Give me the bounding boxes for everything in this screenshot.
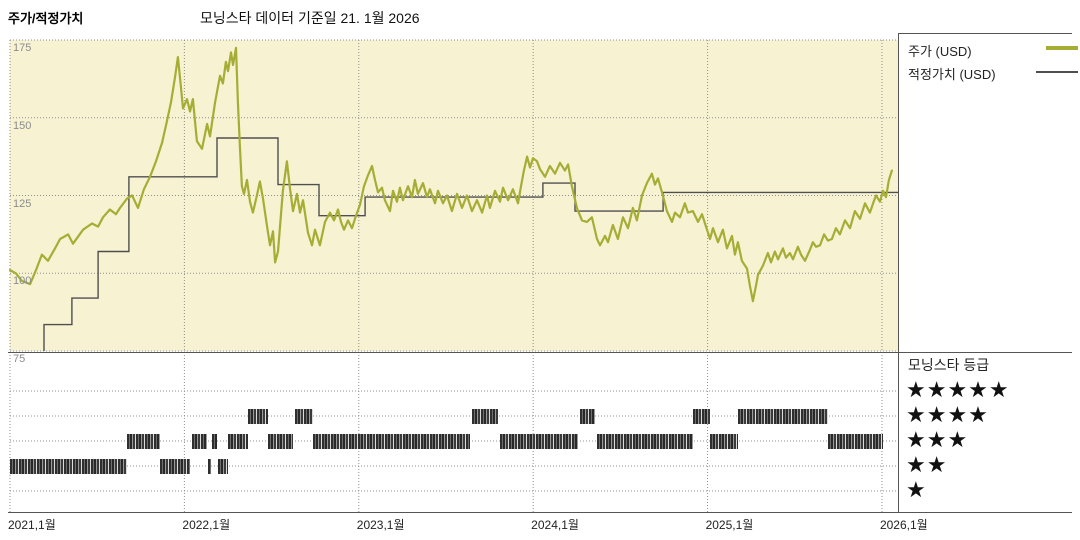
rating-bar-segment-3-star: [597, 434, 693, 449]
star-row-4: ★★★★: [906, 402, 989, 427]
rating-bar-segment-3-star: [500, 434, 578, 449]
fair-value-line: [43, 137, 898, 351]
x-tick-label: 2026,1월: [879, 518, 928, 532]
bottom-axis-line: [8, 512, 1072, 513]
price-line-swatch: [1046, 46, 1078, 50]
rating-bar-segment-3-star: [192, 434, 208, 449]
price-line: [8, 46, 894, 303]
rating-bar-segment-4-star: [294, 409, 313, 424]
star-row-1: ★: [906, 477, 927, 502]
page-title: 주가/적정가치: [8, 11, 84, 26]
chart-subtitle: 모닝스타 데이터 기준일 21. 1월 2026: [200, 10, 420, 26]
rating-bar-segment-4-star: [737, 409, 828, 424]
legend-price-label: 주가 (USD): [908, 44, 972, 59]
rating-bar-segment-3-star: [710, 434, 738, 449]
legend-fair-value-label: 적정가치 (USD): [908, 67, 996, 82]
y-tick-label: 125: [13, 197, 32, 210]
rating-bar-segment-2-star: [207, 459, 212, 474]
section-divider: [8, 352, 1072, 353]
rating-bar-segment-4-star: [692, 409, 710, 424]
x-tick-label: 2021,1월: [8, 518, 56, 532]
x-tick-label: 2024,1월: [531, 518, 579, 532]
x-tick-label: 2025,1월: [705, 518, 754, 532]
rating-bar-segment-3-star: [211, 434, 217, 449]
rating-bar-segment-2-star: [10, 459, 128, 474]
y-tick-label: 150: [13, 119, 32, 132]
panel-divider: [898, 33, 899, 512]
y-tick-label: 75: [13, 353, 26, 365]
y-tick-label: 175: [13, 42, 32, 54]
rating-bar-segment-3-star: [227, 434, 249, 449]
rating-bar-segment-3-star: [827, 434, 883, 449]
rating-bar-segment-2-star: [218, 459, 228, 474]
star-row-2: ★★: [906, 452, 948, 477]
rating-bar-segment-4-star: [248, 409, 268, 424]
y-tick-label: 100: [13, 275, 32, 288]
x-tick-label: 2022,1월: [182, 518, 231, 532]
panel-top-border: [898, 33, 1072, 34]
fair-value-line-swatch: [1036, 71, 1078, 73]
rating-bar-segment-3-star: [312, 434, 471, 449]
rating-bar-segment-3-star: [127, 434, 160, 449]
rating-legend-title: 모닝스타 등급: [908, 357, 990, 373]
x-tick-label: 2023,1월: [356, 518, 405, 532]
rating-bar-segment-4-star: [579, 409, 595, 424]
star-row-5: ★★★★★: [906, 377, 1010, 402]
rating-bar-segment-3-star: [267, 434, 294, 449]
rating-bar-segment-4-star: [471, 409, 498, 424]
rating-bar-segment-2-star: [159, 459, 190, 474]
star-row-3: ★★★: [906, 427, 969, 452]
